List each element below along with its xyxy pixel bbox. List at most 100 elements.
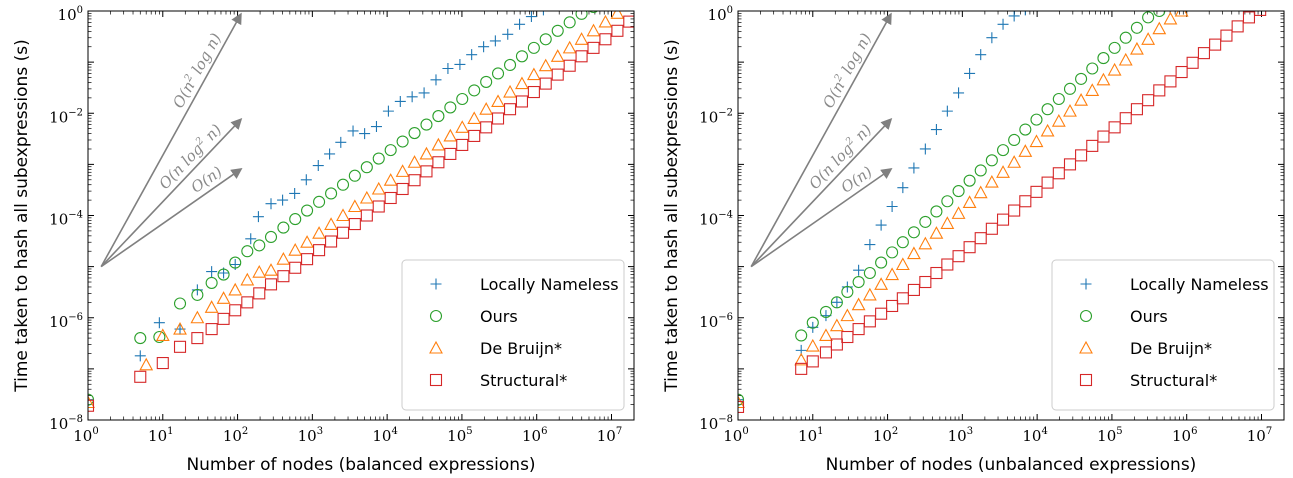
- data-point: [574, 32, 589, 45]
- data-point: [1209, 38, 1222, 51]
- data-point: [875, 307, 888, 320]
- data-point: [1008, 133, 1021, 147]
- data-point: [456, 138, 469, 151]
- data-point: [325, 187, 338, 200]
- data-point: [190, 310, 205, 324]
- data-point: [205, 323, 218, 336]
- data-point: [312, 226, 327, 239]
- data-point: [996, 165, 1010, 178]
- data-point: [264, 278, 278, 291]
- data-point: [502, 28, 514, 40]
- data-point: [1052, 167, 1065, 180]
- data-point: [806, 355, 819, 368]
- complexity-label: O(n): [838, 163, 876, 197]
- data-point: [336, 208, 350, 222]
- data-point: [996, 144, 1010, 157]
- data-point: [1019, 123, 1032, 136]
- data-point: [1018, 144, 1033, 157]
- data-point: [265, 198, 277, 210]
- data-point: [468, 129, 481, 142]
- data-point: [420, 118, 433, 131]
- data-point: [155, 328, 170, 342]
- data-point: [491, 112, 505, 125]
- data-point: [514, 18, 526, 30]
- data-point: [1153, 11, 1166, 18]
- legend-marker: [1079, 340, 1093, 354]
- data-point: [963, 174, 976, 187]
- data-point: [985, 154, 998, 167]
- data-point: [191, 288, 204, 301]
- data-point: [372, 200, 385, 213]
- data-point: [515, 95, 529, 108]
- data-point: [300, 174, 312, 186]
- data-point: [738, 394, 744, 406]
- data-point: [841, 285, 854, 298]
- x-tick-label: 101: [148, 426, 173, 445]
- axis-ticks: [87, 10, 635, 421]
- data-point: [382, 105, 394, 117]
- data-point: [1041, 176, 1054, 189]
- data-point: [276, 252, 291, 265]
- data-point: [863, 266, 876, 280]
- data-point: [830, 296, 843, 309]
- data-point: [623, 0, 635, 10]
- data-point: [264, 230, 278, 244]
- data-point: [563, 59, 576, 72]
- data-point: [384, 144, 397, 157]
- series-circle: [88, 0, 623, 406]
- data-point: [996, 213, 1010, 226]
- data-point: [348, 218, 361, 231]
- data-point: [1108, 41, 1121, 54]
- data-point: [406, 91, 418, 103]
- data-point: [253, 239, 266, 252]
- x-tick-label: 105: [447, 426, 472, 445]
- data-point: [515, 50, 529, 63]
- data-point: [1041, 103, 1054, 116]
- data-point: [851, 297, 866, 311]
- data-point: [986, 32, 998, 44]
- data-point: [1197, 47, 1210, 60]
- data-point: [156, 356, 169, 370]
- data-point: [1063, 103, 1077, 117]
- series-plus: [738, 11, 1026, 406]
- data-point: [1266, 0, 1277, 9]
- data-point: [216, 291, 231, 304]
- data-point: [930, 124, 942, 136]
- data-point: [1130, 21, 1143, 34]
- data-point: [359, 128, 371, 140]
- legend-label: Locally Nameless: [1130, 275, 1269, 294]
- data-point: [480, 121, 493, 134]
- chart-unbalanced: 100 101 102 103 104 105 106 107 10−8 10−6 10−4 10−2…: [662, 0, 1285, 475]
- data-point: [896, 236, 909, 249]
- data-point: [395, 164, 410, 177]
- complexity-arrow: [750, 168, 893, 268]
- data-point: [806, 316, 819, 329]
- data-point: [371, 181, 386, 195]
- data-point: [1096, 72, 1111, 86]
- data-point: [975, 49, 987, 61]
- legend-box: [1051, 259, 1275, 411]
- x-tick-label: 104: [1022, 426, 1047, 445]
- data-point: [1029, 134, 1044, 148]
- data-point: [984, 174, 999, 188]
- data-point: [612, 0, 623, 3]
- data-point: [907, 283, 920, 296]
- data-point: [313, 244, 326, 257]
- series-square: [88, 15, 634, 412]
- data-point: [1153, 84, 1166, 97]
- data-point: [503, 84, 517, 98]
- data-point: [600, 0, 611, 7]
- data-point: [289, 261, 302, 274]
- data-point: [479, 102, 494, 115]
- data-point: [347, 125, 359, 137]
- data-point: [1075, 149, 1088, 162]
- legend-label: Ours: [1130, 307, 1168, 326]
- data-point: [1118, 52, 1133, 66]
- data-point: [907, 226, 920, 239]
- complexity-arrow: [750, 118, 893, 268]
- data-point: [952, 185, 965, 198]
- data-point: [562, 40, 577, 54]
- data-point: [253, 287, 266, 300]
- legend-marker: [429, 340, 443, 354]
- data-point: [134, 350, 146, 362]
